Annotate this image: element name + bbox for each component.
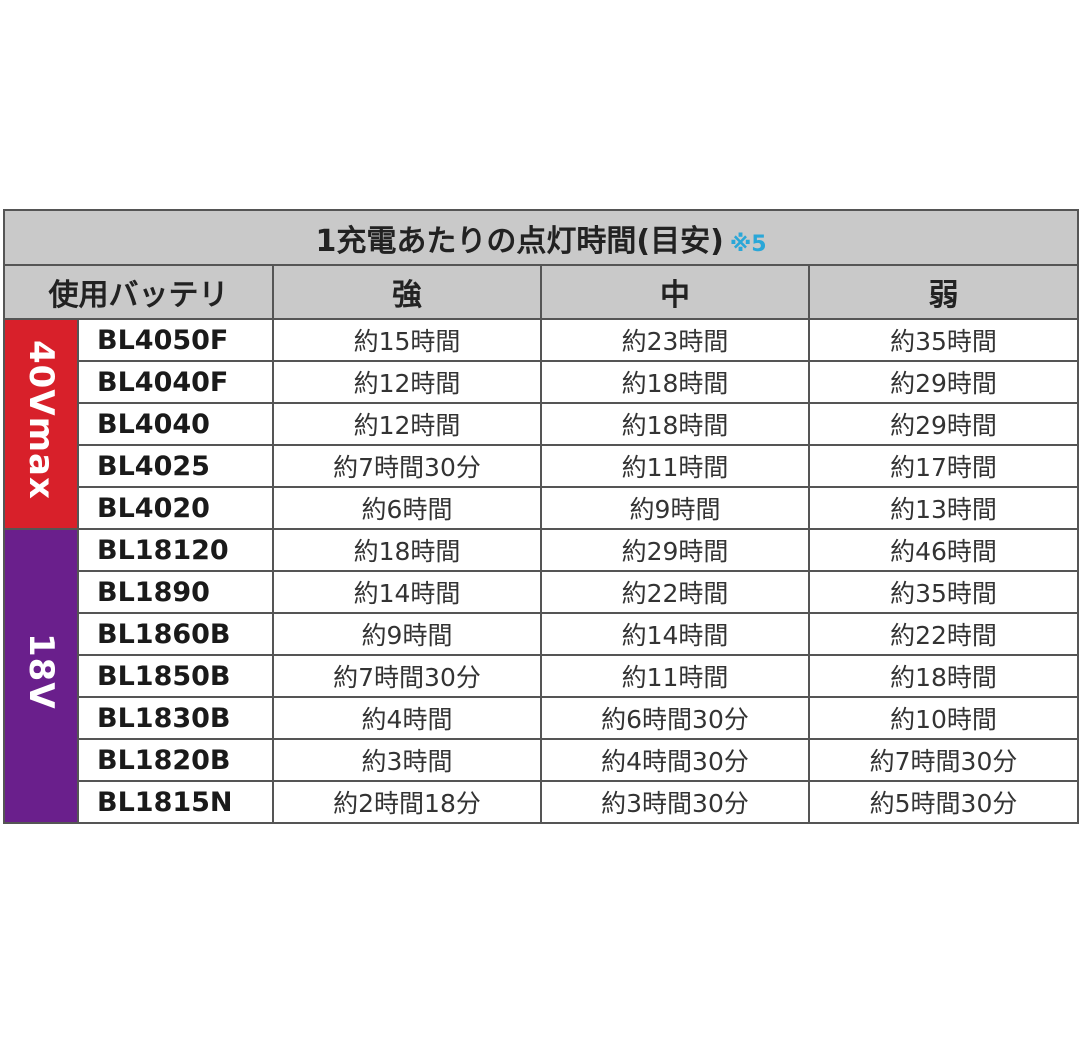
runtime-high: 約12時間 <box>272 402 542 446</box>
table-row: 40Vmax BL4050F 約15時間 約23時間 約35時間 <box>3 318 1080 530</box>
table-row: BL4020 約6時間 約9時間 約13時間 <box>4 486 1080 530</box>
runtime-high: 約18時間 <box>272 528 542 572</box>
battery-model: BL1830B <box>77 696 274 740</box>
runtime-high: 約3時間 <box>272 738 542 782</box>
header-mid: 中 <box>540 264 810 320</box>
battery-model: BL4020 <box>77 486 274 530</box>
runtime-mid: 約11時間 <box>540 654 810 698</box>
title-row: 1充電あたりの点灯時間(目安) ※5 <box>2 209 1080 266</box>
voltage-group-text: 18V <box>21 633 61 710</box>
runtime-low: 約13時間 <box>807 486 1080 530</box>
runtime-mid: 約18時間 <box>540 402 810 446</box>
runtime-low: 約10時間 <box>807 696 1080 740</box>
header-low: 弱 <box>807 264 1080 320</box>
runtime-high: 約6時間 <box>272 486 542 530</box>
battery-model: BL4040F <box>77 360 274 404</box>
runtime-low: 約17時間 <box>807 444 1080 488</box>
runtime-low: 約29時間 <box>807 402 1080 446</box>
runtime-low: 約7時間30分 <box>807 738 1080 782</box>
runtime-low: 約46時間 <box>807 528 1080 572</box>
table-row: BL1860B 約9時間 約14時間 約22時間 <box>4 612 1080 656</box>
voltage-group-text: 40Vmax <box>21 339 61 500</box>
voltage-group-label: 18V <box>3 528 79 824</box>
runtime-low: 約22時間 <box>807 612 1080 656</box>
runtime-mid: 約23時間 <box>540 318 810 362</box>
title-note: ※5 <box>729 231 767 257</box>
table-row: BL4040 約12時間 約18時間 約29時間 <box>4 402 1080 446</box>
battery-model: BL1850B <box>77 654 274 698</box>
runtime-mid: 約22時間 <box>540 570 810 614</box>
table-row: BL1830B 約4時間 約6時間30分 約10時間 <box>4 696 1080 740</box>
runtime-table: 1充電あたりの点灯時間(目安) ※5 使用バッテリ 強 中 弱 40Vmax BL4… <box>2 209 1080 824</box>
header-battery: 使用バッテリ <box>3 264 274 320</box>
battery-model: BL4050F <box>77 318 274 362</box>
runtime-high: 約4時間 <box>272 696 542 740</box>
table-row: BL1850B 約7時間30分 約11時間 約18時間 <box>4 654 1080 698</box>
table-row: BL1820B 約3時間 約4時間30分 約7時間30分 <box>4 738 1080 782</box>
table-row: BL1815N 約2時間18分 約3時間30分 約5時間30分 <box>4 780 1080 824</box>
battery-model: BL4040 <box>77 402 274 446</box>
runtime-low: 約18時間 <box>807 654 1080 698</box>
runtime-high: 約7時間30分 <box>272 654 542 698</box>
runtime-mid: 約3時間30分 <box>540 780 810 824</box>
table-title-cell: 1充電あたりの点灯時間(目安) ※5 <box>2 209 1080 266</box>
runtime-high: 約2時間18分 <box>272 780 542 824</box>
runtime-low: 約5時間30分 <box>807 780 1080 824</box>
runtime-mid: 約18時間 <box>540 360 810 404</box>
table-row: BL1890 約14時間 約22時間 約35時間 <box>4 570 1080 614</box>
runtime-mid: 約29時間 <box>540 528 810 572</box>
runtime-high: 約15時間 <box>272 318 542 362</box>
table-title: 1充電あたりの点灯時間(目安) <box>315 223 724 259</box>
header-high: 強 <box>272 264 542 320</box>
table-row: BL4025 約7時間30分 約11時間 約17時間 <box>4 444 1080 488</box>
runtime-high: 約7時間30分 <box>272 444 542 488</box>
battery-model: BL18120 <box>77 528 274 572</box>
table-row: BL4040F 約12時間 約18時間 約29時間 <box>4 360 1080 404</box>
battery-model: BL1820B <box>77 738 274 782</box>
voltage-group-label: 40Vmax <box>3 318 79 530</box>
runtime-mid: 約14時間 <box>540 612 810 656</box>
runtime-mid: 約4時間30分 <box>540 738 810 782</box>
battery-model: BL1890 <box>77 570 274 614</box>
runtime-high: 約14時間 <box>272 570 542 614</box>
runtime-mid: 約6時間30分 <box>540 696 810 740</box>
runtime-high: 約12時間 <box>272 360 542 404</box>
runtime-low: 約35時間 <box>807 318 1080 362</box>
runtime-mid: 約11時間 <box>540 444 810 488</box>
battery-model: BL1860B <box>77 612 274 656</box>
table-row: 18V BL18120 約18時間 約29時間 約46時間 <box>3 528 1080 824</box>
runtime-low: 約29時間 <box>807 360 1080 404</box>
battery-model: BL1815N <box>77 780 274 824</box>
runtime-low: 約35時間 <box>807 570 1080 614</box>
header-row: 使用バッテリ 強 中 弱 <box>3 264 1080 320</box>
runtime-mid: 約9時間 <box>540 486 810 530</box>
runtime-high: 約9時間 <box>272 612 542 656</box>
battery-model: BL4025 <box>77 444 274 488</box>
